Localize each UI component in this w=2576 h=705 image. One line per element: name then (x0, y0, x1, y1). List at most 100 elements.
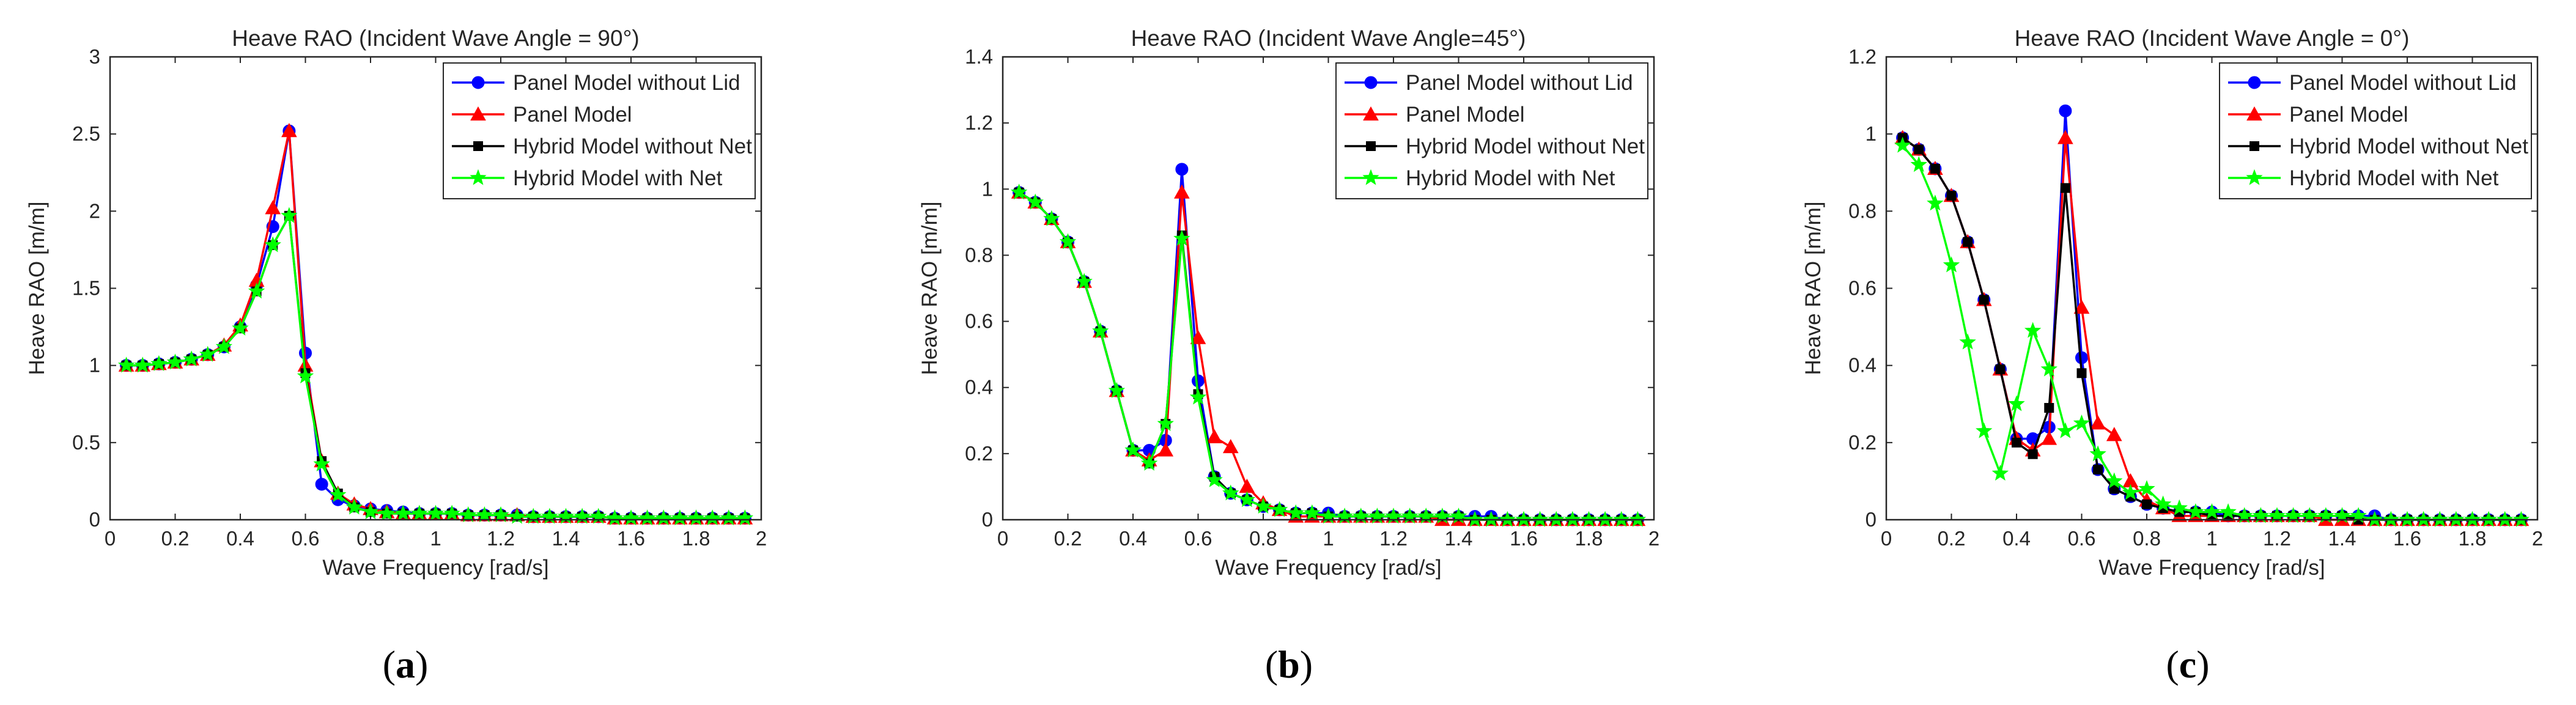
x-tick-label: 0.8 (2133, 527, 2161, 550)
data-point (2090, 415, 2106, 430)
legend-entry: Hybrid Model without Net (2289, 135, 2528, 158)
chart-title: Heave RAO (Incident Wave Angle=45°) (1131, 26, 1526, 51)
data-point (2012, 437, 2021, 448)
data-point (704, 509, 721, 526)
data-point (2203, 503, 2221, 520)
y-axis-label: Heave RAO [m/m] (918, 202, 942, 375)
legend-marker (470, 169, 487, 185)
x-tick-label: 1.6 (2393, 527, 2421, 550)
data-point (1255, 497, 1272, 514)
x-tick-label: 1 (2206, 527, 2217, 550)
data-point (1059, 233, 1077, 249)
data-point (411, 504, 428, 521)
data-point (1027, 193, 1044, 210)
legend-entry: Hybrid Model without Net (1406, 135, 1645, 158)
legend-box (443, 62, 756, 199)
data-point (2093, 464, 2103, 474)
data-point (443, 504, 460, 521)
legend-marker (2249, 141, 2259, 151)
y-tick-label: 2.5 (72, 122, 100, 145)
data-point (2122, 484, 2139, 500)
legend-marker (1366, 141, 1376, 151)
legend-marker (470, 106, 486, 121)
x-axis-label: Wave Frequency [rad/s] (2098, 556, 2325, 580)
legend-entry: Panel Model without Lid (1406, 71, 1633, 95)
y-axis-label: Heave RAO [m/m] (1801, 202, 1825, 375)
x-tick-label: 1.6 (617, 527, 645, 550)
data-point (2171, 499, 2188, 515)
data-point (1076, 273, 1093, 289)
subfigure-label-close: ) (415, 643, 428, 686)
data-point (315, 478, 328, 491)
data-point (1173, 229, 1190, 246)
data-point (476, 506, 493, 523)
data-point (1979, 295, 1989, 305)
legend-entry: Panel Model (1406, 103, 1525, 127)
data-point (2106, 427, 2122, 441)
y-tick-label: 0.6 (965, 310, 993, 333)
data-point (1140, 454, 1158, 471)
data-point (1043, 210, 1060, 226)
data-point (1010, 183, 1028, 200)
data-point (671, 509, 688, 526)
data-point (1092, 322, 1109, 339)
chart-title: Heave RAO (Incident Wave Angle = 0°) (2015, 26, 2410, 51)
data-point (1238, 491, 1256, 508)
y-tick-label: 1.4 (965, 45, 993, 68)
x-tick-label: 2 (1648, 527, 1659, 550)
data-point (297, 367, 314, 383)
x-tick-label: 0 (1881, 527, 1892, 550)
y-tick-label: 1 (1866, 122, 1877, 145)
data-point (2220, 503, 2237, 520)
data-point (2059, 104, 2072, 117)
subfigure-label-letter: b (1278, 643, 1300, 686)
data-point (1304, 504, 1321, 520)
legend-marker (473, 141, 483, 151)
x-axis-label: Wave Frequency [rad/s] (322, 556, 548, 580)
chart-panel-b: Heave RAO (Incident Wave Angle=45°) 0 0.2 0… (918, 26, 1659, 686)
data-point (2044, 403, 2054, 413)
chart-panel-c: Heave RAO (Incident Wave Angle = 0°) 0 0.2… (1801, 26, 2543, 686)
data-point (2028, 449, 2038, 459)
data-point (1894, 136, 1911, 153)
x-tick-label: 0.2 (161, 527, 190, 550)
legend-box (2219, 62, 2532, 199)
data-point (492, 506, 509, 523)
y-tick-label: 0.8 (1848, 199, 1877, 222)
y-tick-label: 1.2 (965, 111, 993, 134)
x-tick-label: 1 (430, 527, 441, 550)
data-point (720, 509, 737, 526)
legend-marker (2246, 169, 2263, 185)
subfigure-label-close: ) (2196, 643, 2209, 686)
data-point (460, 506, 477, 523)
data-point (281, 123, 297, 138)
x-tick-label: 1 (1323, 527, 1334, 550)
data-point (2040, 360, 2057, 377)
subfigure-label: (c) (2166, 643, 2209, 686)
data-point (1287, 504, 1304, 520)
data-point (1910, 156, 1927, 172)
data-point (622, 509, 640, 526)
x-tick-label: 1.6 (1510, 527, 1538, 550)
data-point (117, 356, 135, 373)
legend-marker (2248, 76, 2261, 89)
data-point (1271, 501, 1288, 517)
data-point (1108, 382, 1126, 398)
data-point (2106, 472, 2123, 489)
x-tick-label: 0.2 (1938, 527, 1966, 550)
y-axis-label: Heave RAO [m/m] (25, 202, 49, 375)
data-point (134, 356, 151, 373)
data-point (2041, 430, 2057, 445)
chart-title: Heave RAO (Incident Wave Angle = 90°) (232, 26, 639, 51)
data-point (736, 509, 754, 526)
data-point (1995, 364, 2006, 374)
data-point (2089, 445, 2106, 462)
y-tick-label: 3 (89, 45, 100, 68)
y-tick-label: 2 (89, 199, 100, 222)
axes-box (1885, 56, 2539, 521)
data-point (2138, 480, 2155, 496)
y-tick-label: 1.5 (72, 277, 100, 300)
x-tick-label: 0.6 (2068, 527, 2096, 550)
x-tick-label: 0 (997, 527, 1008, 550)
axes-box (109, 56, 762, 521)
